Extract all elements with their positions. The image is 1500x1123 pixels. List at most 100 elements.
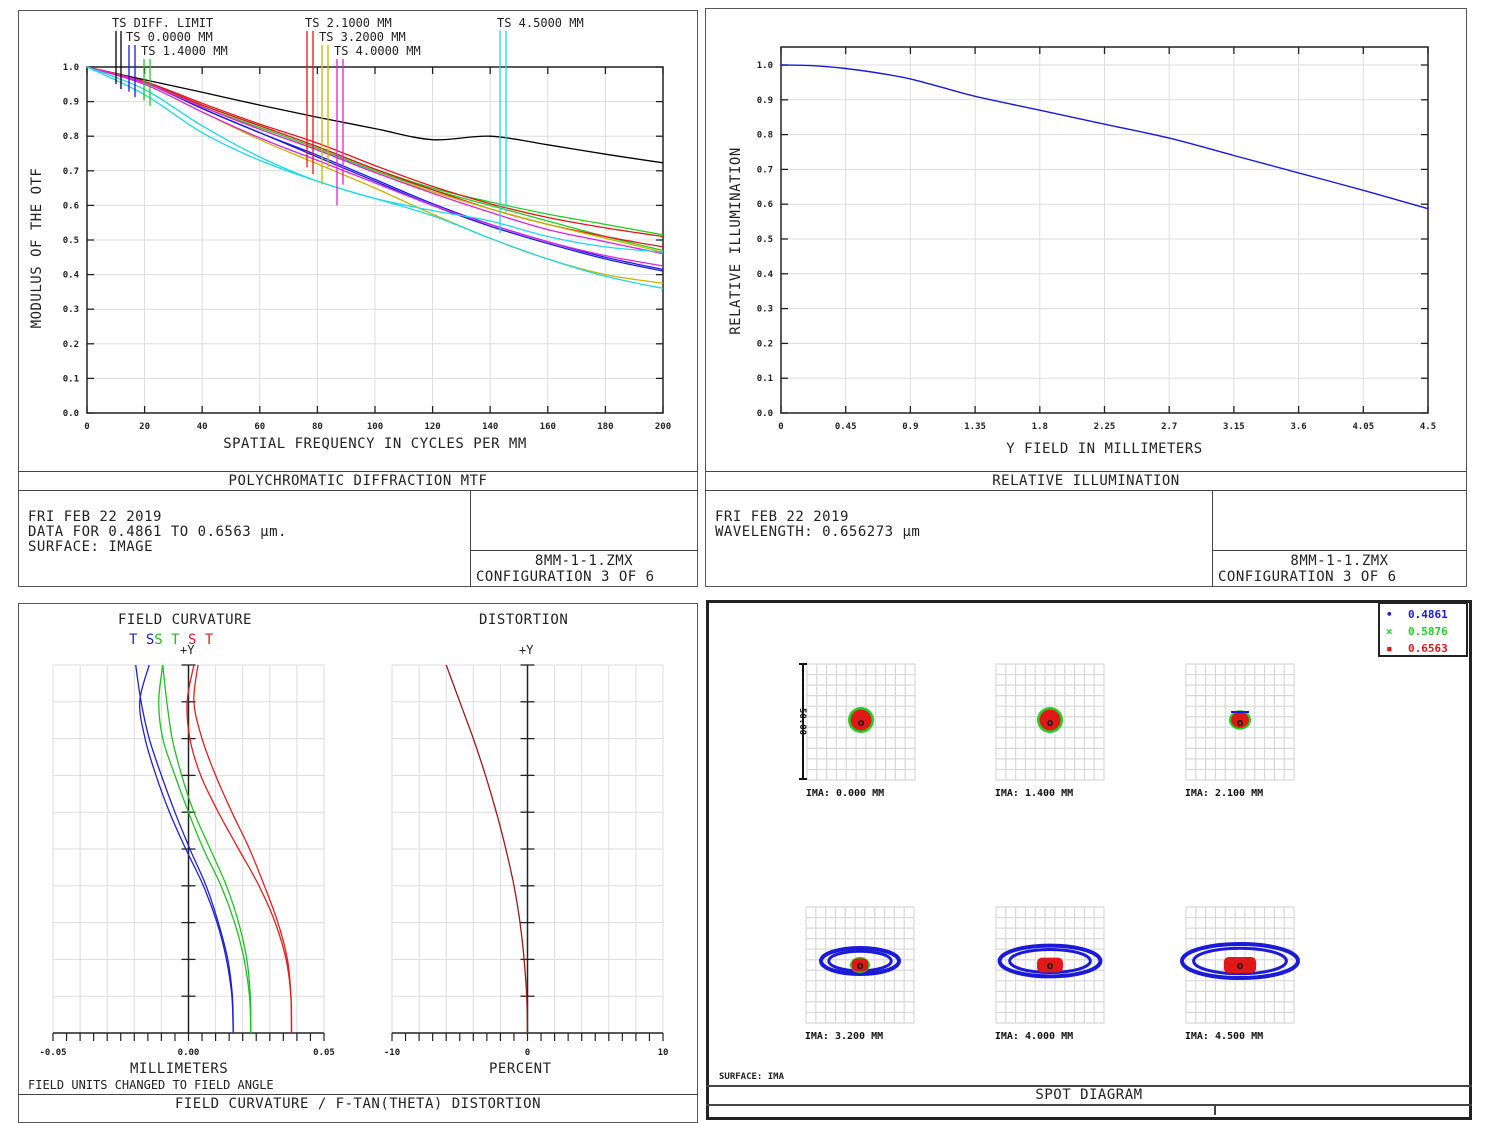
spot-divider-bottom [706, 1104, 1472, 1106]
spot-centroid-marker: o [1237, 959, 1244, 972]
fc-series-line [193, 664, 293, 1034]
fc-panel-title: FIELD CURVATURE / F-TAN(THETA) DISTORTIO… [174, 1096, 542, 1112]
mtf-x-tick-label: 140 [482, 422, 498, 432]
ri-title: RELATIVE ILLUMINATION [992, 473, 1180, 489]
ri-file-name: 8MM-1-1.ZMX [1290, 553, 1389, 569]
spot-legend-item: • 0.4861 [1386, 606, 1448, 623]
ri-plot-frame [780, 46, 1429, 414]
mtf-y-tick-label: 1.0 [63, 63, 79, 73]
ri-x-axis-label: Y FIELD IN MILLIMETERS [1006, 441, 1202, 457]
distortion-title: DISTORTION [479, 612, 569, 628]
mtf-x-tick-label: 100 [367, 422, 383, 432]
spot-field-label: IMA: 2.100 MM [1185, 788, 1263, 799]
ri-divider-bottom [705, 490, 1467, 491]
spot-centroid-marker: o [858, 716, 865, 729]
mtf-legend-label: TS 4.0000 MM [334, 44, 421, 58]
mtf-y-axis-label: MODULUS OF THE OTF [29, 168, 45, 329]
ri-y-axis-label: RELATIVE ILLUMINATION [728, 147, 744, 335]
ri-info-divider [1212, 491, 1213, 587]
mtf-surface: SURFACE: IMAGE [28, 539, 154, 555]
fc-legend-letter: T [129, 632, 138, 648]
ri-y-tick-label: 0.4 [757, 270, 774, 280]
mtf-series-line [86, 66, 664, 164]
mtf-legend-label: TS 2.1000 MM [305, 16, 392, 30]
mtf-series-line [86, 66, 664, 238]
fc-series-line [162, 664, 252, 1034]
mtf-title: POLYCHROMATIC DIFFRACTION MTF [228, 473, 488, 489]
fc-x-tick-label: -0.05 [39, 1048, 66, 1058]
ri-wavelength: WAVELENGTH: 0.656273 µm [715, 524, 921, 540]
ri-x-tick-label: 1.35 [964, 422, 986, 432]
ri-y-tick-label: 0.0 [757, 409, 773, 419]
mtf-x-tick-label: 160 [540, 422, 556, 432]
spot-scale-label: 50.00 [797, 708, 807, 735]
mtf-x-tick-label: 20 [139, 422, 150, 432]
mtf-data-range: DATA FOR 0.4861 TO 0.6563 µm. [28, 524, 287, 540]
mtf-series-line [86, 66, 664, 255]
ri-series-line [780, 64, 1429, 210]
spot-field-label: IMA: 4.000 MM [995, 1031, 1073, 1042]
ri-configuration: CONFIGURATION 3 OF 6 [1218, 569, 1397, 585]
ri-y-tick-label: 0.2 [757, 339, 773, 349]
mtf-y-tick-label: 0.3 [63, 305, 79, 315]
spot-blue-ring [1008, 947, 1092, 975]
mtf-plot-frame [86, 66, 664, 414]
ri-y-tick-label: 0.9 [757, 96, 773, 106]
spot-red-blob [851, 958, 869, 972]
ri-y-tick-label: 0.8 [757, 131, 773, 141]
ri-panel-frame [705, 8, 1467, 587]
mtf-legend-label: TS 0.0000 MM [126, 30, 213, 44]
mtf-configuration: CONFIGURATION 3 OF 6 [476, 569, 655, 585]
distortion-x-axis-label: PERCENT [489, 1061, 552, 1077]
spot-divider-top [706, 1085, 1472, 1087]
ri-x-tick-label: 3.6 [1290, 422, 1306, 432]
distortion-x-tick-label: 10 [658, 1048, 669, 1058]
distortion-series-line [445, 664, 529, 1034]
distortion-x-tick-label: -10 [384, 1048, 400, 1058]
spot-red-blob [1039, 709, 1061, 731]
mtf-x-tick-label: 180 [597, 422, 613, 432]
mtf-legend-label: TS 4.5000 MM [497, 16, 584, 30]
fc-series-line [138, 664, 234, 1034]
mtf-x-tick-label: 40 [197, 422, 208, 432]
ri-y-tick-label: 0.3 [757, 305, 773, 315]
mtf-chart: 0 20 40 60 80 100 120 140 160 180 200 0.0 0.1 0.2 0.3 0… [29, 16, 671, 452]
ri-y-tick-label: 0.5 [757, 235, 773, 245]
spot-field-label: IMA: 4.500 MM [1185, 1031, 1263, 1042]
spot-field-label: IMA: 3.200 MM [805, 1031, 883, 1042]
spot-legend-label: 0.6563 [1408, 642, 1448, 655]
mtf-x-axis-label: SPATIAL FREQUENCY IN CYCLES PER MM [223, 436, 527, 452]
mtf-y-tick-label: 0.2 [63, 340, 79, 350]
mtf-panel-frame [18, 10, 698, 587]
fc-legend-letter: T [196, 632, 214, 648]
ri-file-divider [1212, 550, 1467, 551]
spot-red-blob [850, 709, 872, 731]
fc-legend-letter: S [137, 632, 155, 648]
fc-x-axis-label: MILLIMETERS [130, 1061, 229, 1077]
ri-x-tick-label: 3.15 [1223, 422, 1245, 432]
fc-legend-letter: T [162, 632, 180, 648]
spot-legend-label: 0.5876 [1408, 625, 1448, 638]
fc-title: FIELD CURVATURE [118, 612, 252, 628]
mtf-x-tick-label: 80 [312, 422, 323, 432]
spot-legend: • 0.4861 × 0.5876 ▪ 0.6563 [1386, 606, 1448, 657]
spot-legend-item: × 0.5876 [1386, 623, 1448, 640]
spot-red-blob [1037, 957, 1063, 973]
spot-blue-ring [997, 943, 1103, 979]
mtf-file-name: 8MM-1-1.ZMX [534, 553, 634, 569]
spot-field-label: IMA: 0.000 MM [806, 788, 884, 799]
ri-x-tick-label: 0 [778, 422, 783, 432]
fc-divider [18, 1094, 698, 1095]
spot-legend-label: 0.4861 [1408, 608, 1448, 621]
spot-centroid-marker: o [1047, 716, 1054, 729]
distortion-y-axis-label: +Y [519, 643, 534, 657]
mtf-x-tick-label: 200 [655, 422, 671, 432]
mtf-series-line [86, 66, 664, 290]
ri-date: FRI FEB 22 2019 [715, 509, 849, 525]
mtf-y-tick-label: 0.8 [63, 132, 79, 142]
spot-title: SPOT DIAGRAM [1035, 1087, 1143, 1103]
ri-divider-top [705, 471, 1467, 472]
mtf-x-tick-label: 120 [424, 422, 440, 432]
ri-y-tick-label: 1.0 [757, 61, 773, 71]
spot-blue-ring [1192, 946, 1288, 976]
